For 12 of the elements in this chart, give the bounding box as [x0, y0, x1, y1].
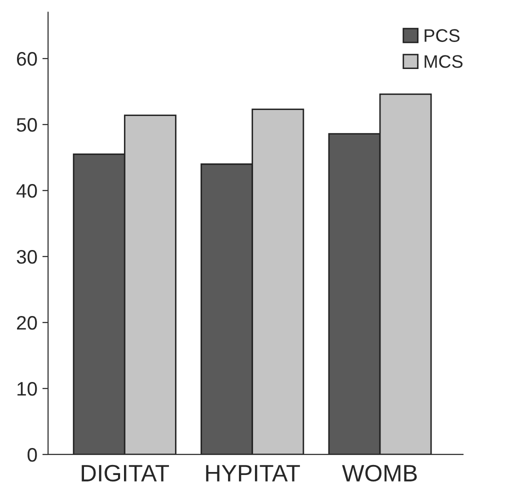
x-tick-label: DIGITAT	[82, 464, 169, 482]
x-tick-label: HYPITAT	[206, 465, 300, 482]
y-tick-label: 0	[28, 448, 37, 462]
x-tick-label: WOMB	[342, 464, 417, 482]
y-tick-label: 20	[17, 316, 37, 330]
y-tick-label: 50	[16, 118, 37, 132]
legend-label: PCS	[424, 29, 460, 42]
y-tick-label: 30	[16, 250, 37, 264]
y-tick-label: 10	[18, 382, 37, 396]
y-tick-label: 60	[17, 52, 37, 66]
legend-label: MCS	[424, 55, 463, 68]
y-tick-label: 40	[16, 184, 37, 198]
